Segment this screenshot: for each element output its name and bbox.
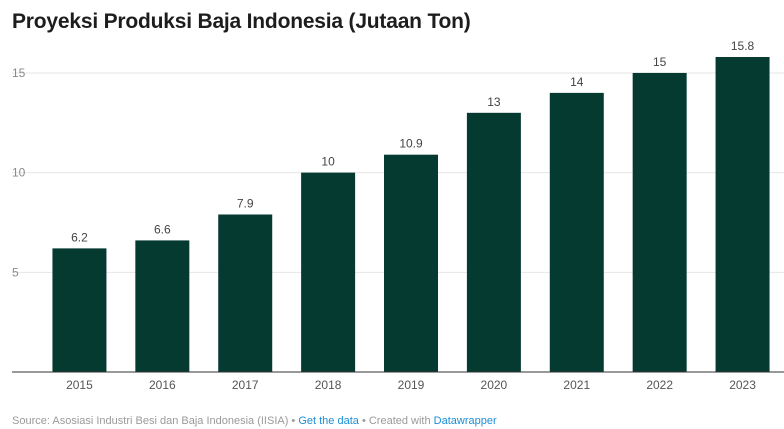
x-tick-label: 2016: [149, 378, 176, 392]
data-labels: 6.2 6.6 7.9 10 10.9 13 14 15 15.8: [71, 39, 754, 244]
bar-2018: [301, 172, 356, 372]
data-label: 10: [321, 155, 335, 169]
x-tick-label: 2017: [232, 378, 259, 392]
x-tick-label: 2022: [646, 378, 673, 392]
footer-separator: •: [358, 415, 369, 427]
chart-footer: Source: Asosiasi Industri Besi dan Baja …: [12, 415, 497, 427]
bar-2022: [632, 72, 687, 372]
chart-title: Proyeksi Produksi Baja Indonesia (Jutaan…: [12, 10, 471, 33]
data-label: 13: [487, 95, 501, 109]
y-axis-ticks: 5 10 15: [12, 66, 26, 279]
bar-2021: [549, 92, 604, 372]
x-tick-label: 2023: [729, 378, 756, 392]
bar-2023: [715, 56, 770, 373]
data-label: 10.9: [399, 137, 423, 151]
x-tick-label: 2020: [481, 378, 508, 392]
y-tick-label: 5: [12, 265, 19, 279]
bar-2015: [52, 248, 107, 372]
data-label: 7.9: [237, 196, 254, 210]
source-text: Source: Asosiasi Industri Besi dan Baja …: [12, 415, 289, 427]
data-label: 15: [653, 55, 667, 69]
x-tick-label: 2018: [315, 378, 342, 392]
bar-2020: [466, 112, 521, 372]
footer-separator: •: [288, 415, 299, 427]
x-tick-label: 2021: [563, 378, 590, 392]
datawrapper-link[interactable]: Datawrapper: [433, 415, 497, 427]
x-tick-label: 2019: [398, 378, 425, 392]
data-label: 6.6: [154, 222, 171, 236]
x-tick-label: 2015: [66, 378, 93, 392]
data-label: 15.8: [731, 39, 755, 53]
bar-2017: [218, 214, 273, 372]
created-with-text: Created with: [368, 415, 434, 427]
y-tick-label: 10: [12, 166, 26, 180]
y-tick-label: 15: [12, 66, 26, 80]
bars: [52, 56, 770, 373]
x-axis-ticks: 2015 2016 2017 2018 2019 2020 2021 2022 2023: [66, 378, 756, 392]
bar-2016: [135, 240, 190, 372]
get-the-data-link[interactable]: Get the data: [298, 415, 359, 427]
data-label: 6.2: [71, 230, 88, 244]
bar-2019: [384, 154, 438, 372]
data-label: 14: [570, 75, 584, 89]
